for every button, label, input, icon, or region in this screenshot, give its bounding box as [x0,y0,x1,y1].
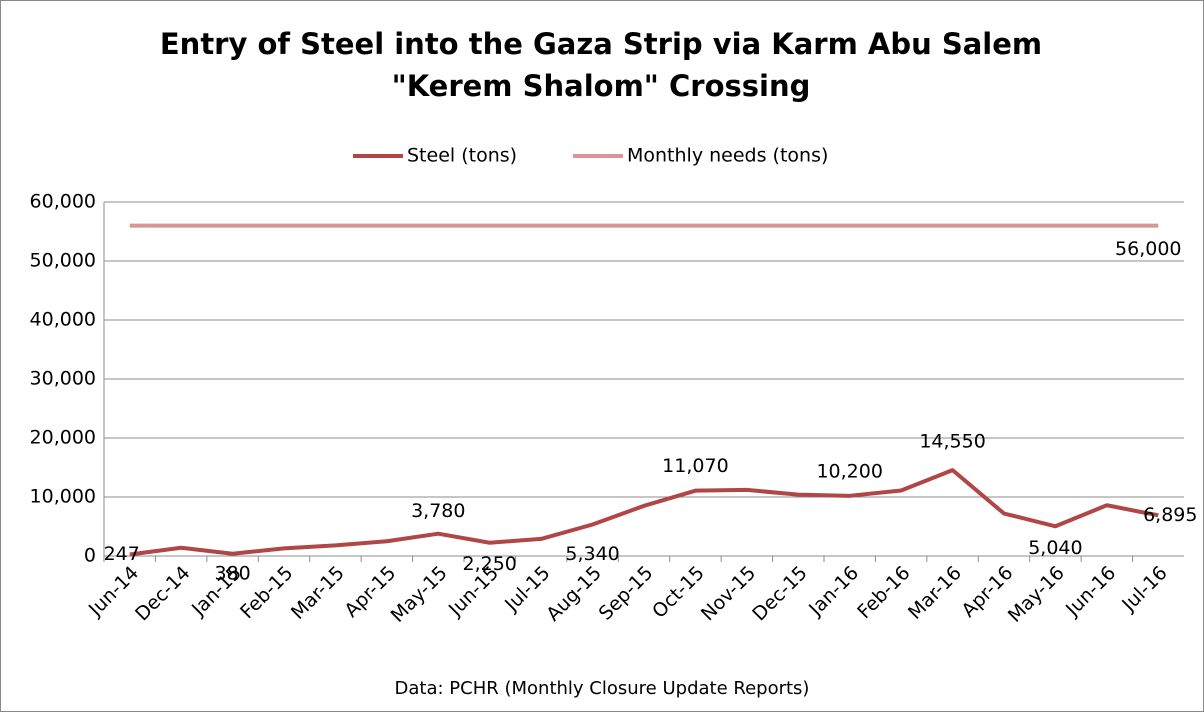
x-tick-label: Jul-16 [1117,562,1171,616]
series-line [129,468,1159,557]
data-label: 6,895 [1143,504,1197,526]
x-tick-label: Mar-15 [287,562,349,624]
data-label: 247 [104,543,140,565]
y-tick-label: 0 [84,545,96,567]
legend-label: Monthly needs (tons) [627,145,828,167]
y-tick-label: 20,000 [30,427,96,449]
legend-label: Steel (tons) [407,145,517,167]
y-tick-label: 50,000 [30,250,96,272]
data-label: 14,550 [919,431,985,453]
y-tick-label: 10,000 [30,486,96,508]
data-label: 380 [214,562,250,584]
x-tick-label: Aug-15 [542,562,606,626]
y-tick-label: 60,000 [30,191,96,213]
x-tick-label: Feb-16 [853,562,914,623]
data-label: 5,040 [1028,537,1082,559]
data-label: 11,070 [662,455,728,477]
x-tick-label: Jun-16 [1061,562,1120,621]
chart-title: Entry of Steel into the Gaza Strip via K… [159,27,1043,103]
y-tick-label: 30,000 [30,368,96,390]
x-tick-label: Nov-15 [697,562,760,625]
x-tick-label: Sep-15 [595,562,658,625]
data-label: 3,780 [411,500,465,522]
x-tick-label: Mar-16 [904,562,966,624]
data-label: 10,200 [816,460,882,482]
data-label: 2,250 [463,553,517,575]
source: Data: PCHR (Monthly Closure Update Repor… [395,678,810,699]
x-tick-label: May-16 [1004,562,1069,627]
y-tick-label: 40,000 [30,309,96,331]
x-tick-label: Dec-15 [748,562,812,626]
x-tick-label: Jan-16 [804,562,863,621]
x-tick-label: May-15 [387,562,452,627]
data-label: 56,000 [1115,238,1181,260]
x-tick-label: Dec-14 [131,562,195,626]
data-label: 5,340 [565,543,619,565]
